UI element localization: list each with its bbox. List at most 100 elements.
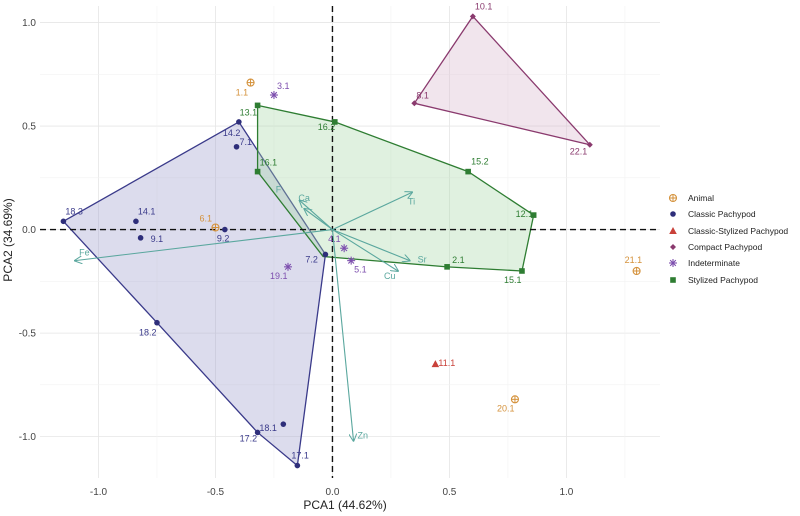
point-stylized-pachypod — [444, 264, 450, 270]
legend-label: Stylized Pachypod — [688, 274, 758, 285]
point-classic-pachypod — [254, 429, 261, 436]
legend-marker — [669, 226, 677, 234]
point-label: 15.1 — [504, 275, 522, 285]
loading-vector — [300, 201, 333, 230]
loading-vector — [332, 229, 398, 271]
legend-marker-icon — [667, 208, 679, 220]
point-indeterminate — [269, 91, 278, 100]
legend-marker-icon — [667, 241, 679, 253]
point-stylized-pachypod — [254, 168, 261, 175]
legend-marker-icon — [667, 192, 679, 204]
loading-vector — [332, 192, 412, 231]
loading-label: Sr — [418, 255, 427, 265]
x-axis-title: PCA1 (44.62%) — [303, 498, 386, 512]
point-classic-pachypod — [137, 235, 144, 241]
data-points: 1.1 6.1 21.1 20.1 14.27.1 18.3 14.1 9.1 9.2 7.2 18… — [60, 1, 643, 469]
point-label: 20.1 — [497, 403, 515, 413]
point-label: 7.2 — [305, 254, 318, 264]
grid — [40, 6, 660, 478]
point-label: 14.2 — [223, 128, 241, 138]
legend-label: Classic-Stylized Pachypod — [688, 225, 789, 236]
x-tick-label: 0.0 — [325, 487, 339, 498]
legend-label: Animal — [688, 193, 714, 204]
point-label: 18.2 — [139, 328, 157, 338]
loading-label: Zn — [358, 431, 369, 441]
legend-marker-icon — [667, 257, 679, 269]
point-classic-pachypod — [222, 226, 228, 233]
point-label: 9.2 — [217, 234, 230, 244]
legend-marker — [669, 259, 677, 268]
hull-compact-pachypod — [413, 15, 592, 146]
point-label: 3.1 — [277, 81, 290, 91]
legend-item: Stylized Pachypod — [667, 271, 800, 287]
point-classic-pachypod — [236, 119, 242, 125]
legend-marker — [668, 194, 678, 203]
point-label: 5.1 — [354, 265, 367, 275]
legend-label: Classic Pachypod — [688, 209, 756, 220]
y-axis-title: PCA2 (34.69%) — [1, 198, 15, 281]
legend-item: Compact Pachypod — [667, 239, 800, 255]
y-tick-label: 0.0 — [22, 225, 36, 236]
point-label: 1.1 — [236, 88, 249, 98]
point-indeterminate — [347, 256, 356, 265]
x-tick-label: -0.5 — [207, 487, 225, 498]
legend-marker-icon — [667, 225, 679, 237]
point-label: 17.2 — [240, 433, 258, 443]
point-stylized-pachypod — [465, 168, 471, 175]
point-animal — [211, 223, 220, 232]
point-label: 16.1 — [260, 158, 278, 168]
legend: Animal Classic Pachypod Classic-Stylized P… — [667, 190, 800, 288]
point-classic-pachypod — [322, 251, 329, 258]
point-classic-pachypod — [133, 218, 139, 225]
axis-ticks: -1.0 -0.5 0.0 0.5 1.0 1.0 0.5 0.0 -0.5 -1.0 — [19, 18, 574, 498]
loading-label: F — [276, 185, 282, 195]
point-indeterminate — [340, 244, 349, 253]
point-compact-pachypod — [411, 100, 418, 107]
point-label: 18.1 — [259, 423, 277, 433]
point-label: 9.1 — [151, 234, 164, 244]
point-indeterminate — [284, 262, 292, 271]
loading-vector — [331, 229, 353, 441]
legend-item: Animal — [667, 190, 800, 206]
point-classic-stylized-pachypod — [431, 360, 440, 368]
point-label: 15.2 — [471, 157, 489, 167]
point-classic-pachypod — [60, 218, 67, 225]
point-label: 7.1 — [240, 137, 253, 147]
loading-vector — [332, 229, 409, 261]
point-label: 16.2 — [318, 122, 336, 132]
point-animal — [510, 395, 519, 404]
point-label: 22.1 — [570, 147, 588, 157]
point-label: 21.1 — [625, 255, 643, 265]
loading-label: Fe — [79, 248, 90, 258]
legend-label: Indeterminate — [688, 258, 740, 269]
zero-lines — [40, 6, 660, 478]
loading-label: Ca — [298, 193, 310, 203]
point-label: 11.1 — [438, 358, 455, 368]
point-label: 10.1 — [475, 1, 493, 11]
legend-label: Compact Pachypod — [688, 242, 763, 253]
point-animal — [632, 266, 641, 276]
y-tick-label: -0.5 — [19, 329, 37, 340]
legend-item: Indeterminate — [667, 255, 800, 271]
point-compact-pachypod — [586, 141, 593, 148]
point-classic-pachypod — [294, 462, 301, 469]
loading-label: Cu — [384, 271, 396, 281]
point-stylized-pachypod — [331, 119, 338, 125]
point-label: 2.1 — [452, 255, 465, 265]
point-label: 14.1 — [138, 206, 156, 216]
point-label: 6.1 — [199, 214, 212, 224]
legend-marker — [670, 276, 676, 283]
loading-vectors: Fe Ca Ti Sr Cu Zn F — [75, 185, 427, 441]
loading-label: Ti — [408, 196, 415, 206]
legend-marker — [670, 244, 676, 251]
y-tick-label: -1.0 — [19, 432, 37, 443]
point-stylized-pachypod — [254, 102, 261, 109]
point-label: 19.1 — [270, 271, 288, 281]
y-tick-label: 0.5 — [22, 122, 36, 133]
legend-marker — [670, 211, 676, 218]
legend-marker-icon — [667, 274, 679, 286]
point-label: 8.1 — [416, 90, 429, 100]
point-label: 18.3 — [65, 206, 83, 216]
point-label: 13.1 — [240, 107, 258, 117]
